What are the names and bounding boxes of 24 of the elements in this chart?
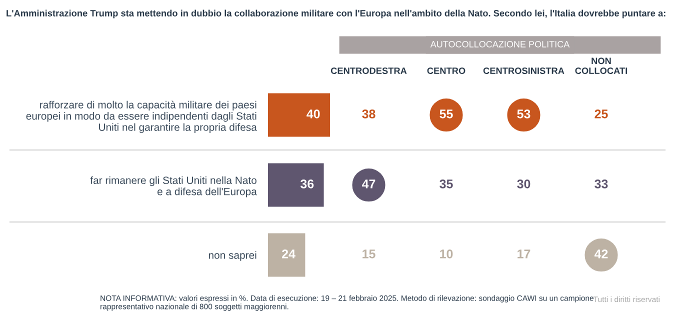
data-label: 40: [306, 110, 320, 118]
y-tick-label: far rimanere gli Stati Uniti nella Nato e a difesa dell'Europa: [90, 176, 257, 198]
chart-title: L'Amministrazione Trump sta mettendo in dubbio la collaborazione militare con l'Europa nell'ambito della Nato. Secondo lei, l'Italia dovrebbe puntare a:: [6, 10, 666, 18]
data-label: 38: [362, 110, 376, 118]
data-label: 35: [440, 180, 453, 188]
data-label: 36: [300, 180, 314, 188]
data-label: 25: [594, 110, 608, 118]
category-label: NON COLLOCATI: [575, 58, 628, 74]
data-label: 55: [440, 110, 453, 118]
category-label: CENTRODESTRA: [330, 68, 407, 74]
data-label: 47: [362, 180, 376, 188]
data-label: 17: [518, 250, 530, 258]
data-label: 30: [517, 180, 530, 188]
category-label: CENTRO: [427, 68, 466, 74]
y-tick-label: non saprei: [208, 251, 256, 261]
data-label: 33: [594, 180, 608, 188]
text: AUTOCOLLOCAZIONE POLITICA: [430, 41, 570, 48]
data-label: 42: [594, 250, 608, 258]
data-label: 15: [362, 250, 376, 258]
data-label: 10: [440, 250, 453, 258]
data-label: 24: [282, 250, 296, 258]
y-tick-label: rafforzare di molto la capacità militare dei paesi europei in modo da essere indipendenti dagli Stati Uniti nel garantire la propria difesa: [26, 100, 257, 133]
category-label: CENTROSINISTRA: [483, 68, 564, 74]
data-label: 53: [517, 110, 530, 118]
